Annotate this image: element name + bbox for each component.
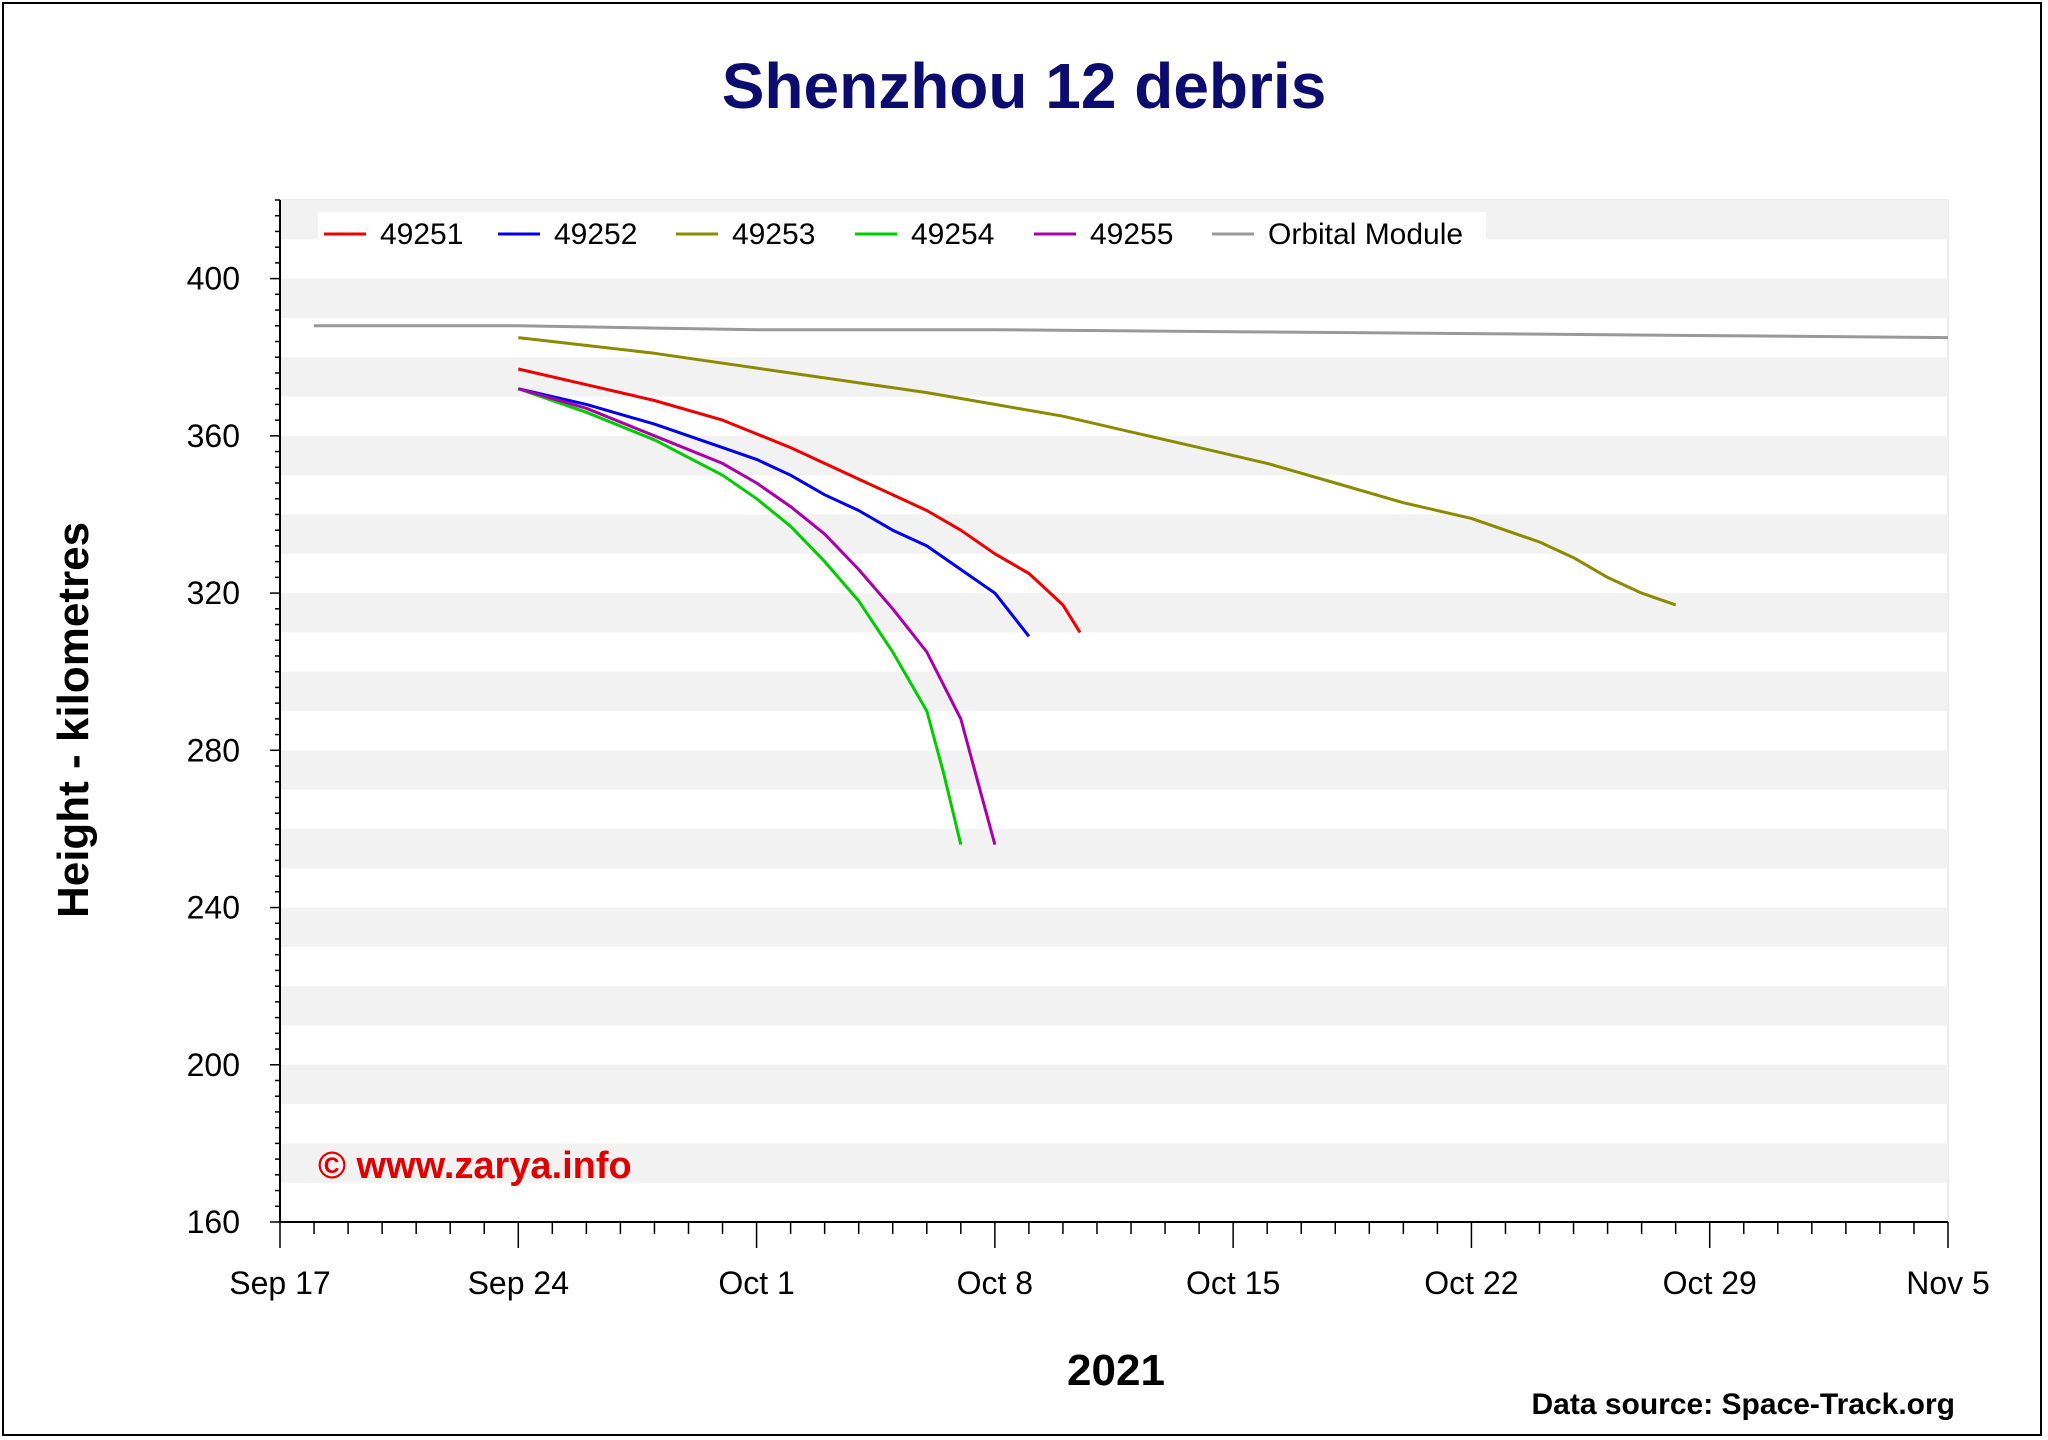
series-line-orbital-module [314, 324, 1949, 340]
grid-bands [279, 199, 1949, 1223]
grid-band [280, 593, 1948, 633]
grid-band [280, 671, 1948, 711]
series-line-49252 [517, 387, 1031, 638]
grid-band [280, 828, 1948, 869]
series-line-49254 [517, 387, 963, 845]
grid-band [280, 278, 1948, 318]
x-tick-label: Oct 29 [1663, 1265, 1757, 1301]
grid-band [280, 435, 1948, 476]
series-line-49255 [517, 387, 997, 845]
y-tick-label: 360 [187, 418, 240, 454]
series-lines [314, 324, 1949, 845]
grid-band [280, 514, 1948, 554]
legend: 49251 49252 49253 49254 49255 Orbital Module [318, 212, 1486, 256]
grid-band [280, 750, 1948, 790]
copyright-credit: © www.zarya.info [318, 1145, 632, 1187]
y-tick-label: 200 [187, 1047, 240, 1083]
x-tick-label: Oct 8 [957, 1265, 1033, 1301]
grid-band [280, 986, 1948, 1026]
x-tick-label: Oct 22 [1424, 1265, 1518, 1301]
x-tick-label: Oct 15 [1186, 1265, 1280, 1301]
y-axis-title: Height - kilometres [49, 522, 98, 918]
grid-band [280, 1064, 1948, 1105]
legend-label: 49253 [732, 218, 815, 251]
legend-label: Orbital Module [1268, 218, 1463, 251]
legend-label: 49255 [1090, 218, 1173, 251]
x-tick-label: Sep 24 [468, 1265, 569, 1301]
x-tick-label: Sep 17 [229, 1265, 330, 1301]
y-tick-label: 240 [187, 890, 240, 926]
y-tick-label: 400 [187, 261, 240, 297]
x-tick-label: Nov 5 [1906, 1265, 1990, 1301]
axes: 400 360 320 280 240 200 160 Sep 17 Sep 24 Oct 1 Oc… [187, 199, 1990, 1301]
grid-band [280, 907, 1948, 947]
legend-label: 49254 [911, 218, 994, 251]
y-tick-label: 320 [187, 575, 240, 611]
legend-label: 49251 [380, 218, 463, 251]
series-line-49251 [517, 367, 1082, 634]
data-source: Data source: Space-Track.org [1531, 1388, 1955, 1421]
y-tick-label: 280 [187, 732, 240, 768]
x-tick-label: Oct 1 [718, 1265, 794, 1301]
grid-band [280, 1143, 1948, 1183]
y-tick-label: 160 [187, 1204, 240, 1240]
series-line-49253 [518, 336, 1677, 607]
legend-label: 49252 [554, 218, 637, 251]
chart-title: Shenzhou 12 debris [722, 50, 1327, 122]
x-axis-title: 2021 [1067, 1346, 1165, 1395]
